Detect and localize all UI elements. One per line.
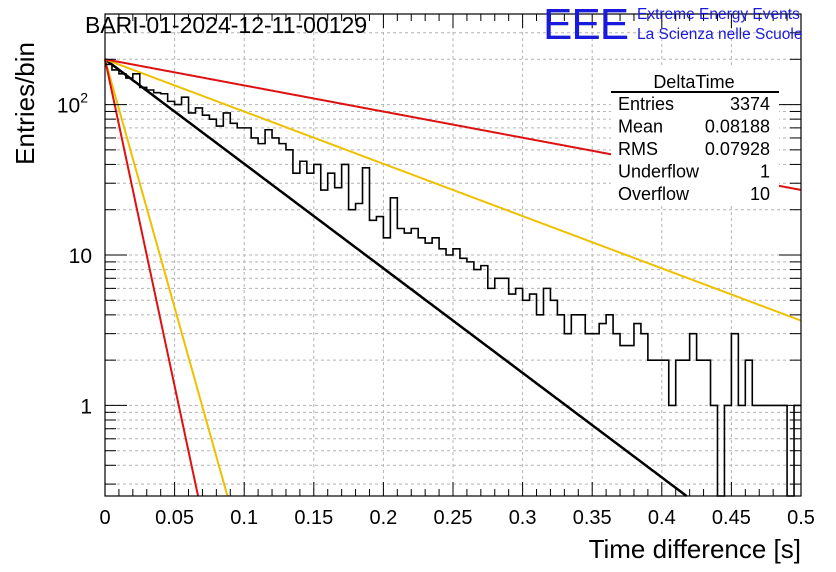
eee-logo-line1: Extreme Energy Events bbox=[637, 6, 800, 23]
y-tick-label: 10 bbox=[69, 245, 92, 268]
y-tick-label: 1 bbox=[80, 395, 92, 418]
x-tick-label: 0.45 bbox=[712, 507, 751, 529]
stats-row-value: 0.07928 bbox=[705, 139, 770, 159]
stats-row-label: Overflow bbox=[618, 184, 690, 204]
stats-box-title: DeltaTime bbox=[653, 72, 734, 92]
x-tick-label: 0.5 bbox=[787, 507, 815, 529]
stats-row-value: 3374 bbox=[730, 94, 770, 114]
x-tick-label: 0.3 bbox=[509, 507, 537, 529]
stats-row-value: 10 bbox=[750, 184, 770, 204]
stats-row-value: 1 bbox=[760, 162, 770, 182]
fit-curve-5 bbox=[104, 59, 200, 497]
eee-logo-letters: EEE bbox=[543, 0, 628, 49]
x-tick-label: 0.1 bbox=[230, 507, 258, 529]
x-axis-label: Time difference [s] bbox=[589, 534, 801, 564]
grid-lines bbox=[105, 14, 801, 496]
stats-row-label: Entries bbox=[618, 94, 674, 114]
fit-curve-2 bbox=[104, 58, 802, 322]
stats-row-label: Mean bbox=[618, 117, 663, 137]
x-tick-label: 0.35 bbox=[573, 507, 612, 529]
axis-ticks: 0 0.05 0.1 0.15 0.2 0.25 0.3 0.35 0.4 0.45 0.51101… bbox=[57, 14, 815, 529]
y-axis-label: Entries/bin bbox=[10, 42, 40, 165]
stats-row-label: RMS bbox=[618, 139, 658, 159]
x-tick-label: 0.05 bbox=[155, 507, 194, 529]
stats-row-value: 0.08188 bbox=[705, 117, 770, 137]
fit-curve-4 bbox=[104, 59, 229, 497]
stats-row-label: Underflow bbox=[618, 162, 700, 182]
fit-curve-1 bbox=[104, 58, 688, 498]
fit-curves bbox=[104, 58, 802, 498]
eee-logo: EEE Extreme Energy Events La Scienza nel… bbox=[543, 0, 802, 49]
chart-title: BARI-01-2024-12-11-00129 bbox=[85, 12, 367, 38]
eee-logo-line2: La Scienza nelle Scuole bbox=[637, 26, 802, 43]
y-tick-label: 102 bbox=[57, 90, 88, 118]
x-tick-label: 0.15 bbox=[294, 507, 333, 529]
deltatime-histogram bbox=[105, 63, 801, 497]
x-tick-label: 0.2 bbox=[369, 507, 397, 529]
x-tick-label: 0 bbox=[99, 507, 110, 529]
stats-box: DeltaTime Entries 3374 Mean 0.08188 RMS 0.079… bbox=[611, 68, 779, 206]
x-tick-label: 0.25 bbox=[434, 507, 473, 529]
x-tick-label: 0.4 bbox=[648, 507, 676, 529]
